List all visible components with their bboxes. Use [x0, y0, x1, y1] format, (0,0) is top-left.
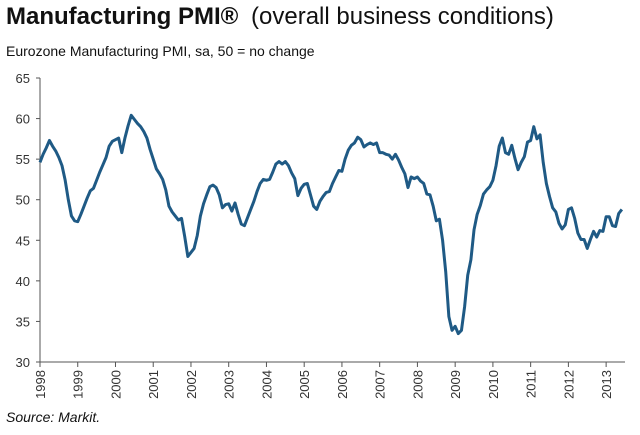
y-tick-label: 50 — [16, 193, 30, 208]
x-tick-label: 2013 — [599, 370, 614, 399]
y-tick-label: 30 — [16, 355, 30, 370]
x-tick-label: 2009 — [448, 370, 463, 399]
x-tick-label: 2008 — [410, 370, 425, 399]
y-tick-label: 60 — [16, 112, 30, 127]
x-tick-label: 1998 — [33, 370, 48, 399]
x-tick-label: 1999 — [71, 370, 86, 399]
x-tick-label: 2006 — [335, 370, 350, 399]
x-tick-label: 2012 — [561, 370, 576, 399]
x-tick-label: 2001 — [146, 370, 161, 399]
title-note: (overall business conditions) — [251, 3, 554, 30]
x-tick-label: 2004 — [259, 370, 274, 399]
title-main: Manufacturing PMI® — [6, 3, 239, 30]
y-tick-label: 65 — [16, 71, 30, 86]
x-tick-label: 2005 — [297, 370, 312, 399]
x-tick-label: 2003 — [222, 370, 237, 399]
x-tick-label: 2007 — [373, 370, 388, 399]
subtitle: Eurozone Manufacturing PMI, sa, 50 = no … — [6, 43, 315, 59]
chart-title: Manufacturing PMI® (overall business con… — [6, 3, 554, 30]
x-tick-label: 2010 — [486, 370, 501, 399]
y-tick-label: 55 — [16, 152, 30, 167]
x-tick-label: 2002 — [184, 370, 199, 399]
data-line — [38, 113, 624, 336]
y-tick-label: 45 — [16, 233, 30, 248]
y-tick-label: 40 — [16, 274, 30, 289]
y-tick-label: 35 — [16, 314, 30, 329]
x-tick-label: 2011 — [524, 370, 539, 398]
x-tick-label: 2000 — [108, 370, 123, 399]
source: Source: Markit. — [6, 409, 100, 425]
